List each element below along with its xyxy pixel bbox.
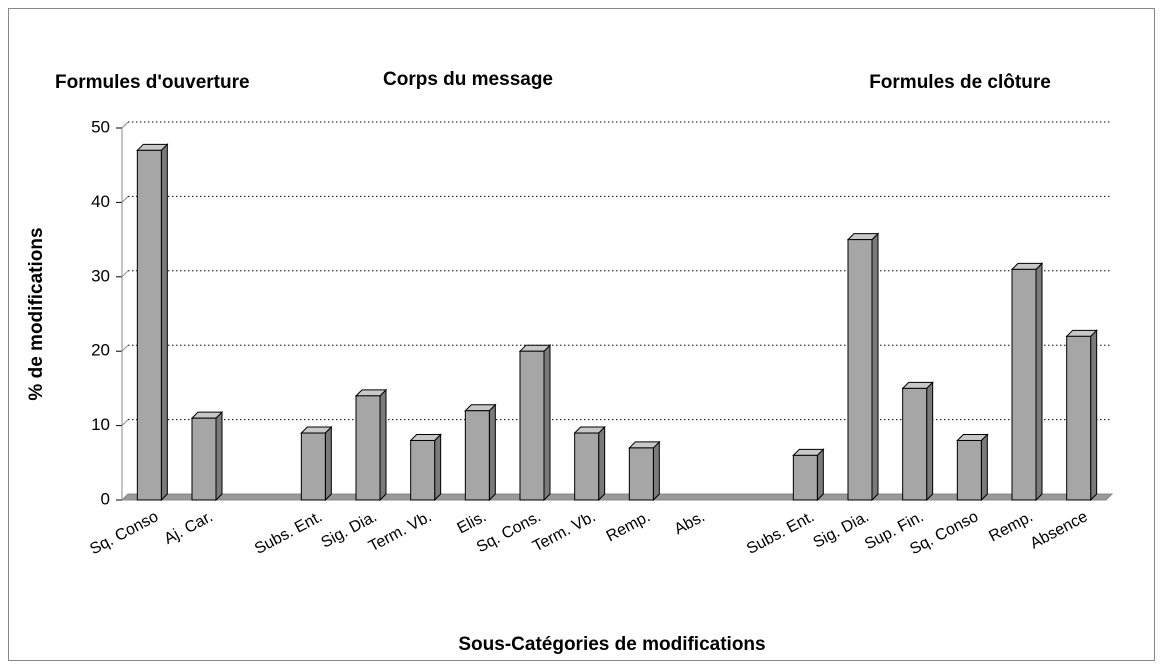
bar-top bbox=[409, 433, 442, 441]
x-axis-title: Sous-Catégories de modifications bbox=[458, 634, 765, 655]
bar bbox=[574, 432, 600, 501]
y-tick-label: 0 bbox=[101, 489, 110, 508]
bar-top bbox=[354, 389, 388, 397]
bar-side bbox=[434, 433, 442, 502]
wall-tick bbox=[121, 270, 129, 278]
bar-top bbox=[518, 344, 552, 352]
bar bbox=[519, 350, 545, 501]
bar-top bbox=[846, 233, 880, 241]
bar-side bbox=[543, 343, 551, 502]
wall-tick bbox=[121, 419, 129, 426]
bar-side bbox=[215, 410, 223, 502]
bar-side bbox=[652, 440, 660, 502]
bar-top bbox=[1065, 329, 1098, 337]
bar-side bbox=[488, 403, 496, 502]
bar-top bbox=[792, 448, 825, 456]
bar-side bbox=[926, 381, 934, 502]
bar-top bbox=[573, 426, 606, 434]
y-tick-label: 50 bbox=[91, 117, 110, 136]
group-label: Corps du message bbox=[383, 69, 553, 90]
y-tick-label: 30 bbox=[91, 266, 110, 285]
bar bbox=[410, 439, 436, 501]
wall-tick bbox=[121, 196, 129, 203]
bar-side bbox=[980, 433, 988, 502]
bar-side bbox=[379, 388, 387, 502]
bar bbox=[1066, 335, 1092, 501]
bar-side bbox=[1035, 262, 1043, 502]
bar-top bbox=[300, 426, 333, 434]
bar-side bbox=[598, 425, 606, 502]
bar bbox=[628, 447, 654, 501]
group-label: Formules d'ouverture bbox=[55, 72, 250, 93]
bar bbox=[1011, 268, 1037, 501]
bar bbox=[792, 454, 818, 501]
bar bbox=[902, 387, 928, 501]
bar-side bbox=[871, 232, 879, 502]
bar bbox=[300, 432, 326, 501]
y-tick-label: 20 bbox=[91, 341, 110, 360]
bar bbox=[464, 410, 490, 501]
bar-top bbox=[901, 381, 934, 389]
bar-top bbox=[190, 411, 224, 419]
wall-tick bbox=[121, 344, 129, 352]
bar bbox=[847, 239, 873, 501]
bar-top bbox=[1010, 262, 1044, 270]
bar-side bbox=[324, 425, 332, 502]
bar bbox=[191, 417, 217, 501]
bar bbox=[956, 439, 982, 501]
bar-side bbox=[816, 448, 824, 502]
bar-top bbox=[136, 143, 169, 151]
bar bbox=[136, 149, 162, 501]
bar-top bbox=[464, 404, 497, 412]
bar-side bbox=[1090, 329, 1098, 502]
group-label: Formules de clôture bbox=[869, 72, 1051, 93]
bar-top bbox=[628, 441, 661, 449]
bar-side bbox=[160, 143, 168, 502]
bar bbox=[355, 395, 381, 501]
y-tick-label: 10 bbox=[91, 415, 110, 434]
wall-tick bbox=[121, 121, 129, 129]
y-tick-label: 40 bbox=[91, 192, 110, 211]
bar-top bbox=[956, 433, 989, 441]
chart-frame bbox=[8, 8, 1155, 661]
y-axis-title: % de modifications bbox=[26, 227, 47, 400]
